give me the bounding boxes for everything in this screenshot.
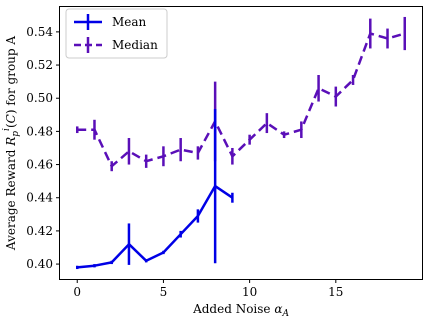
y-tick-label: 0.50 <box>26 91 53 105</box>
series-line-median <box>77 32 406 168</box>
y-tick-label: 0.40 <box>26 257 53 271</box>
x-tick-label: 5 <box>160 285 168 299</box>
y-tick-label: 0.46 <box>26 158 53 172</box>
legend-entry-mean: Mean <box>74 14 147 30</box>
series-median <box>75 16 407 172</box>
y-tick-label: 0.44 <box>26 191 53 205</box>
legend: Mean Median <box>65 8 168 59</box>
plot-frame <box>59 6 423 280</box>
legend-entry-median: Median <box>74 37 158 53</box>
x-tick-label: 15 <box>328 285 343 299</box>
series-mean <box>75 109 234 270</box>
y-tick-label: 0.52 <box>26 58 53 72</box>
legend-label-median: Median <box>112 38 158 52</box>
y-tick-label: 0.48 <box>26 124 53 138</box>
x-tick-label: 10 <box>242 285 257 299</box>
legend-label-mean: Mean <box>112 15 147 29</box>
plot-content <box>75 16 407 270</box>
y-axis-label: Average Reward Rpi(C) for group A <box>2 36 21 252</box>
x-axis: 0 5 10 15 <box>73 279 343 299</box>
series-line-mean <box>77 184 234 269</box>
y-axis: 0.40 0.42 0.44 0.46 0.48 0.50 0.52 0.54 <box>26 25 60 271</box>
y-tick-label: 0.42 <box>26 224 53 238</box>
y-tick-label: 0.54 <box>26 25 53 39</box>
x-tick-label: 0 <box>73 285 81 299</box>
x-axis-label: Added Noise αA <box>192 302 289 319</box>
